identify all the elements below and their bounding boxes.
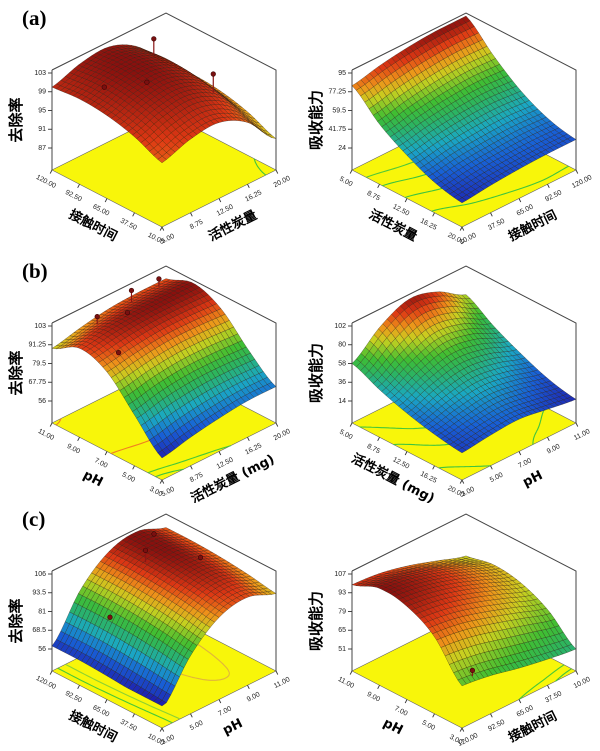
surface-plot-c-absorption-capacity <box>300 501 600 751</box>
panel-b: (b) <box>0 253 600 503</box>
surface-plot-a-absorption-capacity <box>300 0 600 250</box>
surface-plot-b-removal-rate <box>0 253 300 503</box>
panel-label-a: (a) <box>22 6 47 30</box>
surface-plot-c-removal-rate <box>0 501 300 751</box>
panel-a: (a) <box>0 0 600 250</box>
surface-plot-a-removal-rate <box>0 0 300 250</box>
panel-c: (c) <box>0 501 600 751</box>
surface-plot-b-absorption-capacity <box>300 253 600 503</box>
panel-label-b: (b) <box>22 259 48 283</box>
panel-label-c: (c) <box>22 507 46 531</box>
